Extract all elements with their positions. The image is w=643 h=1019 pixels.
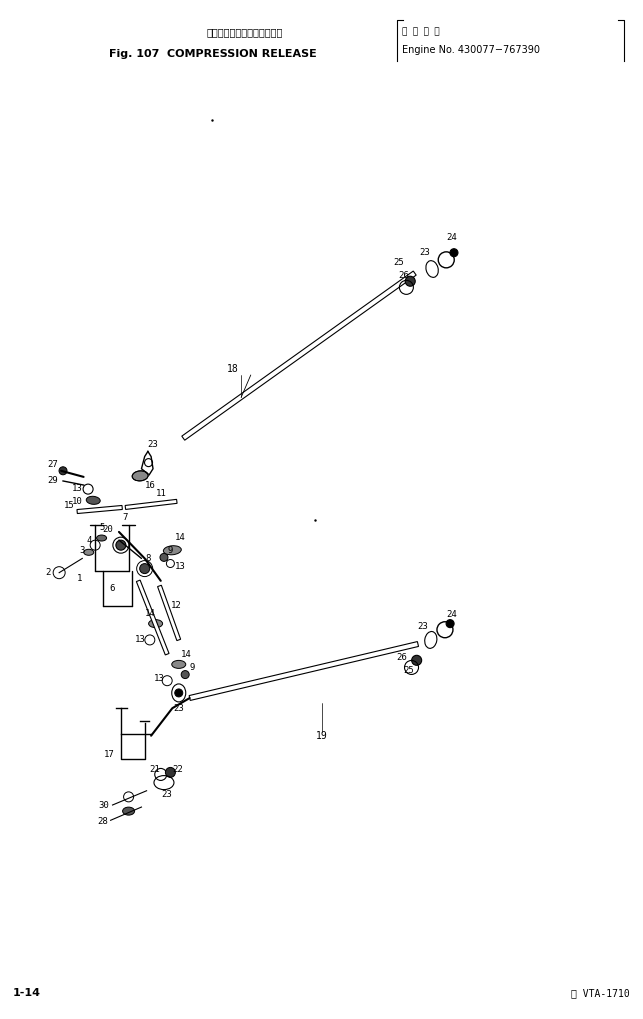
- Text: 23: 23: [174, 704, 184, 712]
- Text: ① VTA-1710: ① VTA-1710: [572, 988, 630, 999]
- Text: 30: 30: [99, 801, 109, 809]
- Text: 4: 4: [86, 536, 91, 544]
- Text: 12: 12: [170, 601, 181, 609]
- Text: 24: 24: [447, 233, 457, 242]
- Text: 6: 6: [110, 585, 115, 593]
- Ellipse shape: [132, 471, 148, 481]
- Text: 19: 19: [316, 731, 327, 741]
- Polygon shape: [182, 271, 416, 440]
- Circle shape: [116, 540, 126, 550]
- Text: 25: 25: [394, 259, 404, 267]
- Text: 23: 23: [162, 791, 172, 799]
- Ellipse shape: [149, 620, 163, 628]
- Text: 29: 29: [48, 477, 58, 485]
- Circle shape: [412, 655, 422, 665]
- Polygon shape: [189, 642, 419, 700]
- Ellipse shape: [172, 660, 186, 668]
- Text: 24: 24: [446, 610, 457, 619]
- Text: 28: 28: [98, 817, 108, 825]
- Circle shape: [446, 620, 454, 628]
- Text: 9: 9: [167, 546, 172, 554]
- Text: 17: 17: [104, 750, 114, 758]
- Text: 適 用 号 機: 適 用 号 機: [402, 28, 440, 37]
- Text: 11: 11: [156, 489, 166, 497]
- Text: 13: 13: [154, 675, 164, 683]
- Text: 10: 10: [72, 497, 82, 505]
- Text: 15: 15: [64, 501, 75, 510]
- Circle shape: [140, 564, 150, 574]
- Text: 23: 23: [147, 440, 158, 448]
- Text: 23: 23: [418, 623, 428, 631]
- Circle shape: [181, 671, 189, 679]
- Polygon shape: [136, 580, 169, 655]
- Text: 5: 5: [99, 524, 104, 532]
- Text: 1: 1: [77, 575, 82, 583]
- Text: 18: 18: [227, 364, 239, 374]
- Text: 14: 14: [181, 650, 192, 658]
- Text: 16: 16: [145, 481, 156, 489]
- Text: 14: 14: [145, 609, 156, 618]
- Text: 26: 26: [397, 653, 407, 661]
- Text: 2: 2: [46, 569, 51, 577]
- Text: 14: 14: [175, 533, 186, 541]
- Text: コンプレッション　リリーズ: コンプレッション リリーズ: [206, 28, 282, 38]
- Ellipse shape: [96, 535, 107, 541]
- Circle shape: [405, 276, 415, 286]
- Text: 13: 13: [175, 562, 186, 571]
- Polygon shape: [125, 499, 177, 510]
- Circle shape: [175, 689, 183, 697]
- Text: 25: 25: [403, 666, 413, 675]
- Ellipse shape: [163, 546, 181, 554]
- Circle shape: [59, 467, 67, 475]
- Text: 7: 7: [123, 514, 128, 522]
- Text: 21: 21: [149, 765, 159, 773]
- Polygon shape: [158, 585, 181, 641]
- Circle shape: [165, 767, 176, 777]
- Circle shape: [450, 249, 458, 257]
- Ellipse shape: [86, 496, 100, 504]
- Text: 1-14: 1-14: [13, 988, 41, 999]
- Text: 8: 8: [145, 554, 150, 562]
- Text: 3: 3: [80, 546, 85, 554]
- Polygon shape: [77, 505, 122, 514]
- Text: 26: 26: [399, 271, 409, 279]
- Text: 20: 20: [103, 526, 113, 534]
- Ellipse shape: [123, 807, 134, 815]
- Circle shape: [160, 553, 168, 561]
- Text: 9: 9: [190, 663, 195, 672]
- Text: Engine No. 430077−767390: Engine No. 430077−767390: [402, 45, 540, 55]
- Text: 23: 23: [419, 249, 430, 257]
- Text: 22: 22: [172, 765, 183, 773]
- Text: 27: 27: [48, 461, 58, 469]
- Ellipse shape: [84, 549, 94, 555]
- Text: 13: 13: [135, 636, 145, 644]
- Text: Fig. 107: Fig. 107: [109, 49, 159, 59]
- Text: COMPRESSION RELEASE: COMPRESSION RELEASE: [167, 49, 317, 59]
- Text: 13: 13: [72, 484, 82, 492]
